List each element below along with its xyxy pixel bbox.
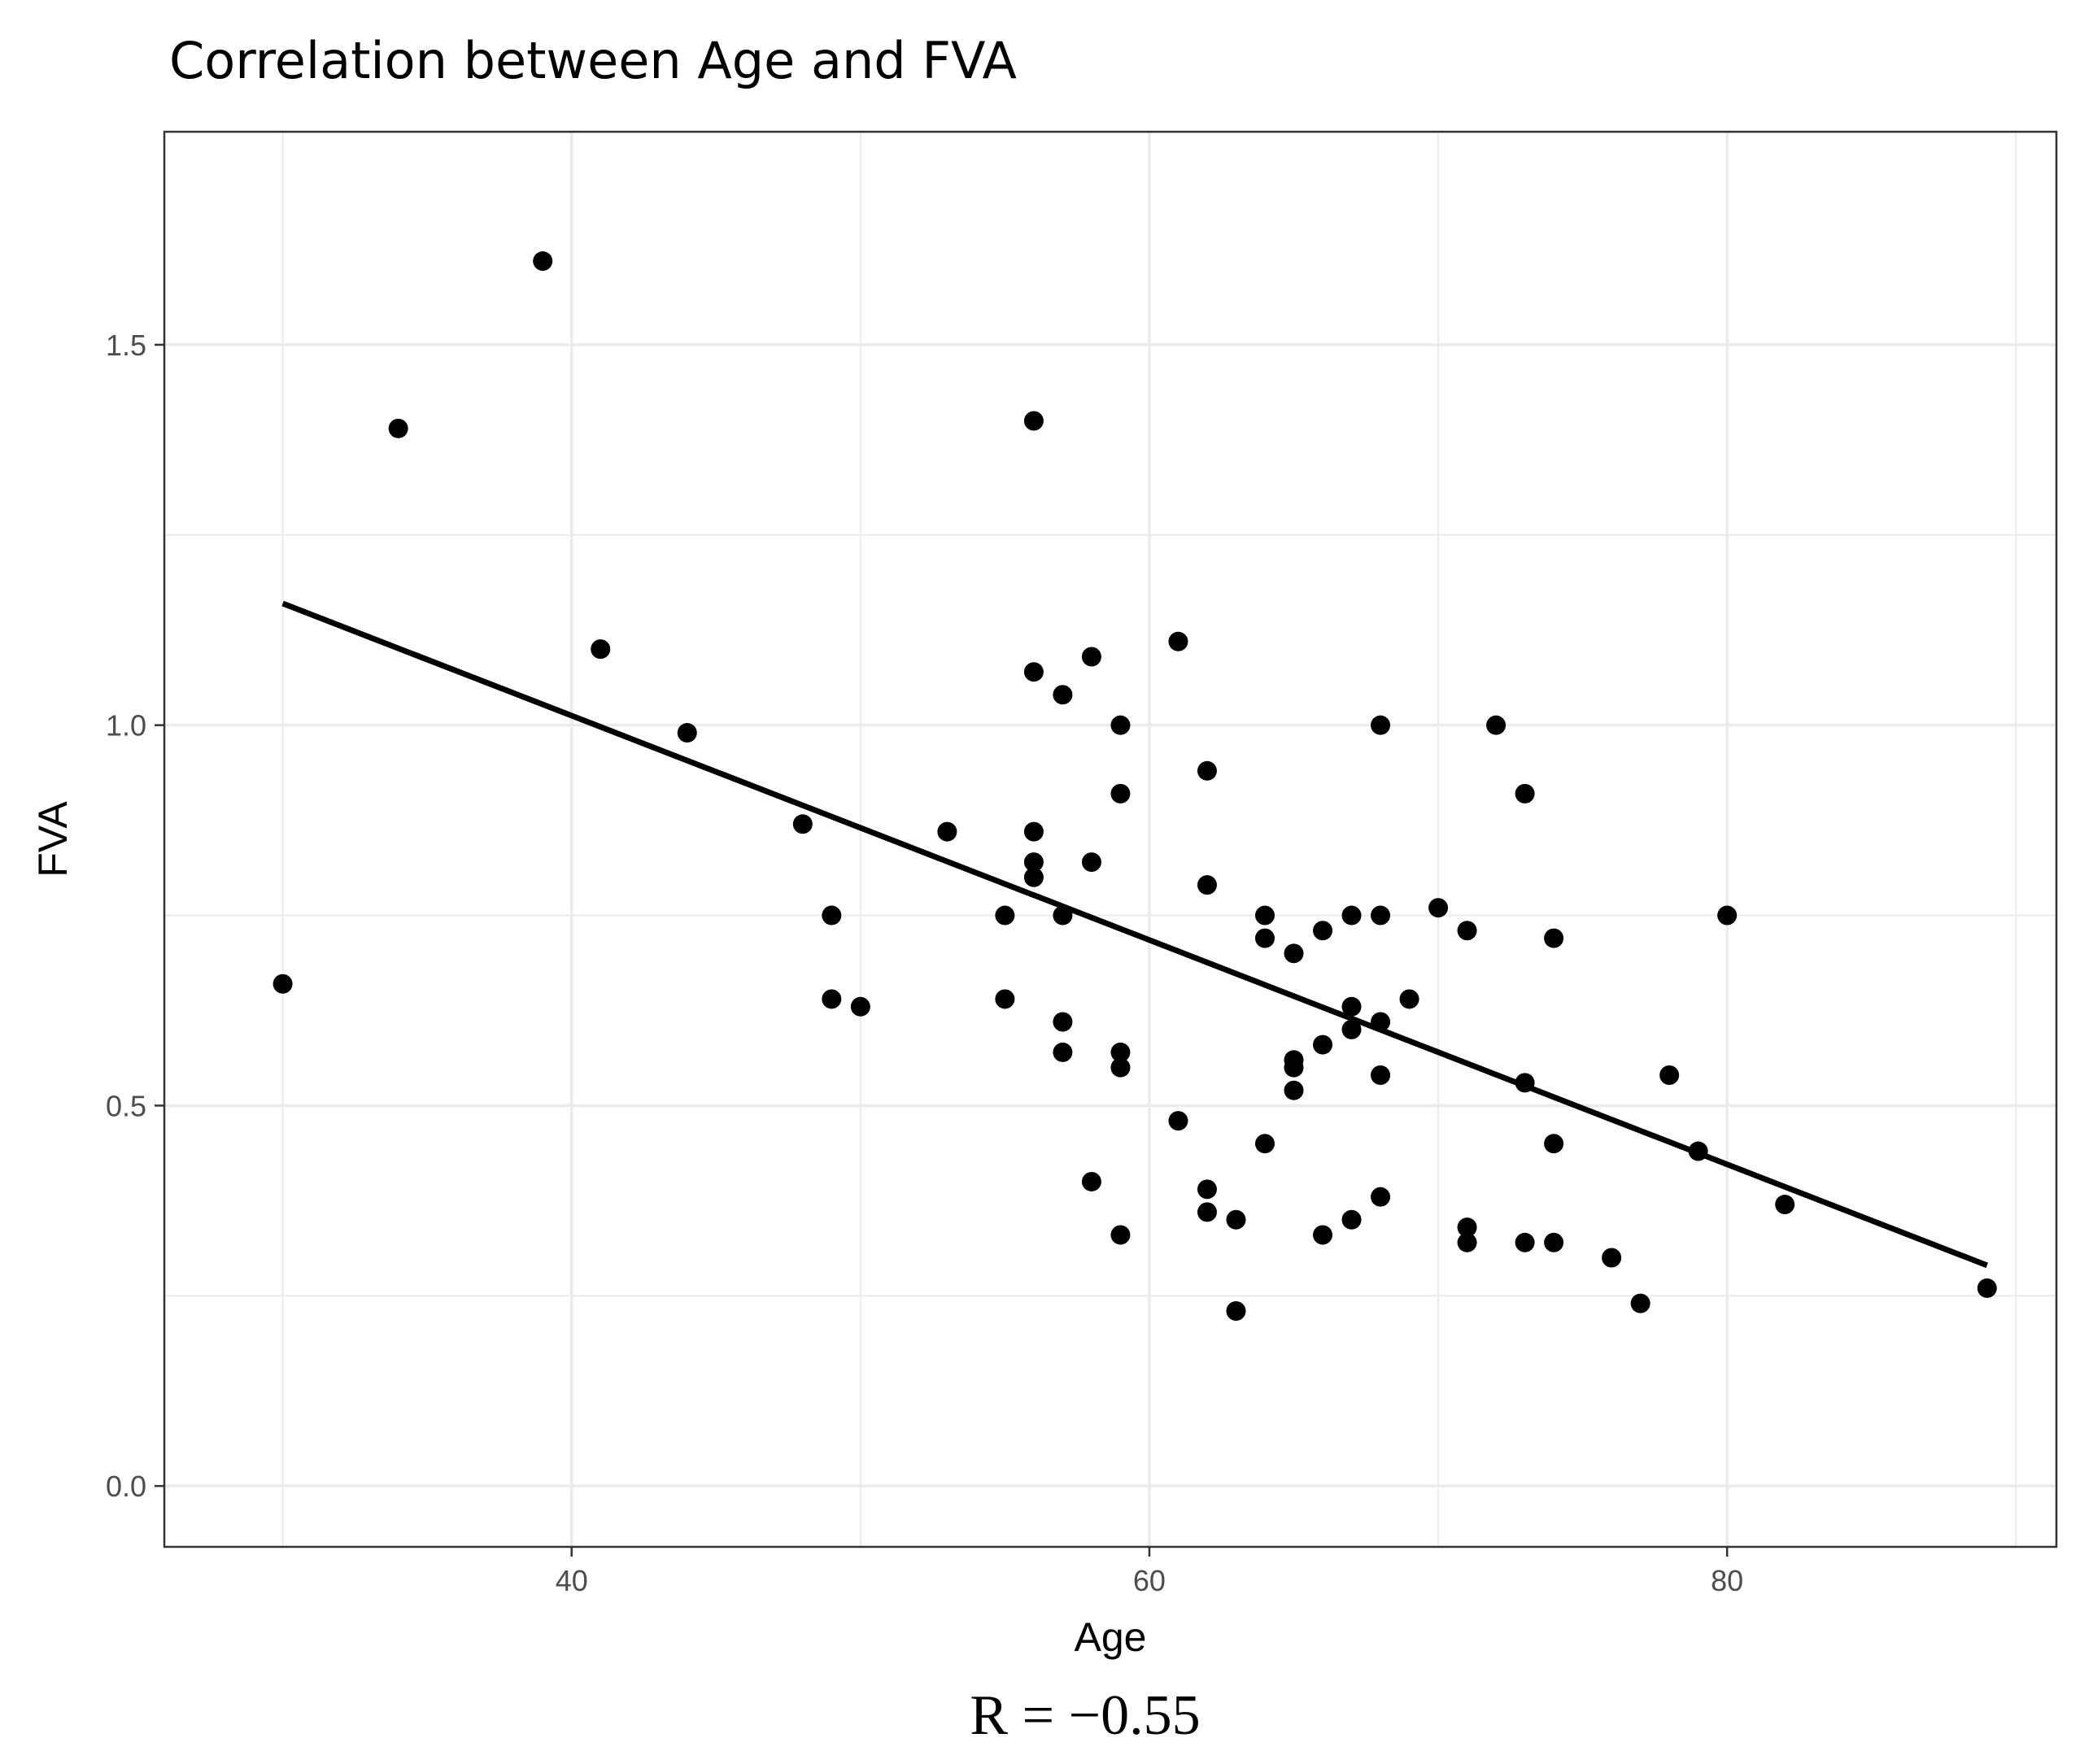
data-point: [1284, 1057, 1304, 1078]
data-point: [792, 814, 813, 834]
data-point: [1341, 996, 1362, 1017]
data-point: [1371, 715, 1391, 735]
data-point: [1313, 1225, 1333, 1245]
data-point: [1110, 715, 1131, 735]
data-point: [1023, 867, 1044, 887]
data-point: [995, 989, 1015, 1009]
data-point: [677, 723, 697, 743]
data-point: [1197, 760, 1217, 781]
x-tick-label: 40: [556, 1564, 588, 1597]
data-point: [1341, 905, 1362, 926]
plot-panel: [164, 132, 2056, 1547]
data-point: [1371, 1065, 1391, 1085]
axis-ticks: 40 60 80 0.0 0.5 1.0 1.5: [106, 329, 1743, 1597]
data-point: [1254, 905, 1275, 926]
data-point: [1053, 905, 1073, 926]
data-point: [822, 989, 842, 1009]
data-point: [1515, 783, 1535, 804]
data-point: [1457, 1217, 1477, 1238]
panel-border: [163, 130, 2058, 1548]
data-point: [1515, 1073, 1535, 1093]
x-tick-label: 80: [1711, 1564, 1743, 1597]
data-point: [1341, 1019, 1362, 1039]
data-point: [1023, 821, 1044, 842]
data-point: [1977, 1278, 1997, 1298]
data-point: [1053, 1042, 1073, 1062]
data-point: [1053, 685, 1073, 705]
data-point: [1371, 1012, 1391, 1032]
data-point: [1081, 1171, 1101, 1191]
y-tick-label: 0.5: [106, 1089, 146, 1122]
data-point: [1197, 875, 1217, 895]
data-point: [1168, 1111, 1188, 1131]
data-point: [1313, 1034, 1333, 1055]
data-point: [1023, 852, 1044, 873]
x-tick-label: 60: [1133, 1564, 1166, 1597]
data-point: [1053, 1012, 1073, 1032]
data-point: [1313, 921, 1333, 941]
data-point: [273, 973, 293, 994]
data-point: [1544, 1232, 1564, 1252]
data-point: [1457, 1232, 1477, 1252]
chart-title: Correlation between Age and FVA: [169, 31, 1017, 90]
data-point: [1630, 1293, 1650, 1313]
data-point: [850, 996, 870, 1017]
data-point: [1110, 1042, 1131, 1062]
correlation-caption: R = −0.55: [970, 1684, 1200, 1747]
data-point: [1341, 1209, 1362, 1230]
data-point: [1110, 1057, 1131, 1078]
data-point: [995, 905, 1015, 926]
data-point: [1486, 715, 1507, 735]
data-point: [1399, 989, 1419, 1009]
data-point: [1371, 1187, 1391, 1207]
y-tick-label: 1.0: [106, 709, 146, 743]
data-point: [1254, 1134, 1275, 1154]
data-point: [1168, 631, 1188, 651]
data-point: [1110, 783, 1131, 804]
data-point: [1659, 1065, 1680, 1085]
data-point: [1284, 943, 1304, 964]
data-point: [822, 905, 842, 926]
data-point: [1226, 1209, 1246, 1230]
data-point: [591, 639, 611, 660]
data-points: [273, 251, 1997, 1321]
data-point: [1110, 1225, 1131, 1245]
data-point: [1775, 1195, 1795, 1215]
y-axis-title: FVA: [30, 801, 76, 878]
data-point: [1254, 928, 1275, 948]
data-point: [533, 251, 553, 272]
y-tick-label: 0.0: [106, 1470, 146, 1503]
data-point: [1717, 905, 1738, 926]
data-point: [1226, 1301, 1246, 1321]
data-point: [1544, 1134, 1564, 1154]
data-point: [1197, 1179, 1217, 1200]
data-point: [1544, 928, 1564, 948]
data-point: [1428, 898, 1449, 918]
data-point: [1023, 662, 1044, 682]
data-point: [1197, 1202, 1217, 1222]
grid-lines: [164, 132, 2056, 1547]
data-point: [1081, 647, 1101, 667]
x-axis-title: Age: [1075, 1614, 1147, 1660]
data-point: [1371, 905, 1391, 926]
data-point: [1688, 1141, 1708, 1161]
data-point: [1284, 1080, 1304, 1100]
data-point: [1515, 1232, 1535, 1252]
data-point: [1602, 1248, 1622, 1268]
data-point: [1023, 411, 1044, 431]
data-point: [1457, 921, 1477, 941]
data-point: [937, 821, 957, 842]
data-point: [1081, 852, 1101, 873]
data-point: [388, 418, 408, 438]
y-tick-label: 1.5: [106, 329, 146, 362]
